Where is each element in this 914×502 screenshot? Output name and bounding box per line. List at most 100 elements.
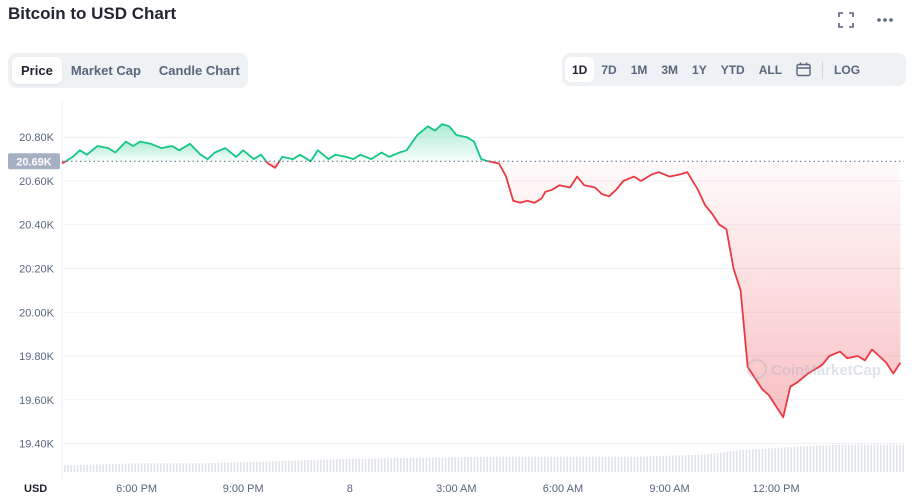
range-ytd[interactable]: YTD bbox=[720, 62, 745, 77]
volume-bar bbox=[182, 463, 184, 472]
volume-bar bbox=[268, 461, 271, 472]
volume-bar bbox=[393, 458, 396, 472]
volume-bar bbox=[569, 456, 572, 472]
price-line-below bbox=[488, 160, 902, 419]
volume-bar bbox=[345, 458, 348, 472]
volume-bar bbox=[755, 449, 757, 472]
volume-bar bbox=[198, 463, 200, 472]
volume-bar bbox=[649, 456, 652, 472]
fullscreen-icon[interactable] bbox=[836, 10, 856, 30]
volume-bar bbox=[819, 445, 821, 472]
volume-bar bbox=[640, 456, 642, 472]
volume-bar bbox=[572, 456, 575, 472]
volume-bar bbox=[326, 459, 328, 472]
volume-bar bbox=[304, 460, 306, 472]
y-tick-label: 19.80K bbox=[19, 351, 55, 363]
volume-bar bbox=[524, 456, 527, 472]
volume-bar bbox=[668, 455, 671, 472]
volume-bar bbox=[480, 456, 482, 472]
volume-bar bbox=[876, 444, 879, 472]
volume-bar bbox=[355, 458, 357, 472]
volume-bar bbox=[220, 462, 223, 472]
volume-bar bbox=[716, 453, 719, 472]
volume-bar bbox=[70, 465, 72, 472]
volume-bar bbox=[643, 456, 645, 472]
volume-bar bbox=[710, 453, 712, 472]
tab-price[interactable]: Price bbox=[12, 57, 62, 84]
volume-bar bbox=[662, 455, 664, 472]
volume-bar bbox=[428, 457, 431, 472]
volume-bar bbox=[172, 463, 175, 472]
volume-bar bbox=[291, 460, 293, 472]
y-tick-label: 19.40K bbox=[19, 439, 55, 451]
volume-bar bbox=[358, 458, 360, 472]
volume-bar bbox=[617, 456, 620, 472]
volume-bar bbox=[124, 463, 127, 472]
volume-bar bbox=[163, 463, 165, 472]
volume-bar bbox=[790, 447, 792, 472]
volume-bar bbox=[400, 458, 402, 472]
volume-bar bbox=[137, 463, 140, 472]
volume-bar bbox=[108, 464, 111, 472]
volume-bar bbox=[832, 445, 834, 472]
volume-bar bbox=[403, 458, 405, 472]
volume-bar bbox=[432, 457, 434, 472]
price-line-above bbox=[278, 123, 489, 163]
volume-bar bbox=[342, 459, 344, 472]
volume-bar bbox=[192, 463, 194, 472]
range-1y[interactable]: 1Y bbox=[692, 62, 707, 77]
volume-bar bbox=[656, 456, 658, 472]
range-all[interactable]: ALL bbox=[758, 62, 783, 77]
volume-bar bbox=[684, 455, 687, 472]
volume-bar bbox=[595, 456, 597, 472]
range-1d[interactable]: 1D bbox=[565, 57, 595, 82]
volume-bar bbox=[800, 446, 802, 472]
volume-bar bbox=[873, 444, 876, 472]
log-scale-toggle[interactable]: LOG bbox=[834, 62, 861, 77]
watermark-text: CoinMarketCap bbox=[771, 362, 881, 379]
volume-bar bbox=[624, 456, 626, 472]
volume-bar bbox=[185, 463, 188, 472]
volume-bar bbox=[208, 463, 210, 472]
volume-bar bbox=[838, 444, 840, 472]
volume-bar bbox=[608, 456, 610, 472]
volume-bar bbox=[806, 446, 808, 472]
x-tick-label: 9:00 PM bbox=[223, 483, 264, 495]
volume-bar bbox=[646, 456, 648, 472]
calendar-icon[interactable] bbox=[789, 57, 818, 82]
range-7d[interactable]: 7D bbox=[601, 62, 617, 77]
tab-candle-chart[interactable]: Candle Chart bbox=[158, 63, 240, 78]
volume-bar bbox=[217, 462, 220, 472]
volume-bar bbox=[329, 459, 332, 472]
volume-bar bbox=[729, 451, 732, 472]
volume-bar bbox=[899, 444, 901, 472]
volume-bar bbox=[131, 463, 133, 472]
y-tick-label: 20.80K bbox=[19, 132, 55, 144]
volume-bar bbox=[851, 444, 853, 472]
volume-bar bbox=[796, 446, 799, 472]
volume-bar bbox=[889, 444, 892, 472]
volume-bar bbox=[803, 446, 805, 472]
volume-bar bbox=[857, 444, 860, 472]
volume-bar bbox=[636, 456, 639, 472]
volume-bar bbox=[147, 463, 149, 472]
tab-market-cap[interactable]: Market Cap bbox=[70, 63, 141, 78]
volume-bar bbox=[825, 445, 828, 472]
volume-bar bbox=[259, 461, 261, 472]
volume-bar bbox=[297, 460, 300, 472]
volume-bar bbox=[512, 456, 514, 472]
volume-bar bbox=[179, 463, 181, 472]
volume-bar bbox=[246, 462, 248, 472]
volume-bar bbox=[764, 448, 767, 472]
volume-bar bbox=[502, 456, 504, 472]
more-icon[interactable] bbox=[875, 10, 895, 30]
volume-bar bbox=[169, 463, 172, 472]
volume-bar bbox=[451, 457, 453, 472]
volume-bar bbox=[252, 461, 255, 472]
y-tick-label: 20.00K bbox=[19, 307, 55, 319]
range-1m[interactable]: 1M bbox=[630, 62, 648, 77]
volume-bar bbox=[73, 465, 76, 472]
volume-bar bbox=[592, 456, 594, 472]
range-3m[interactable]: 3M bbox=[661, 62, 679, 77]
